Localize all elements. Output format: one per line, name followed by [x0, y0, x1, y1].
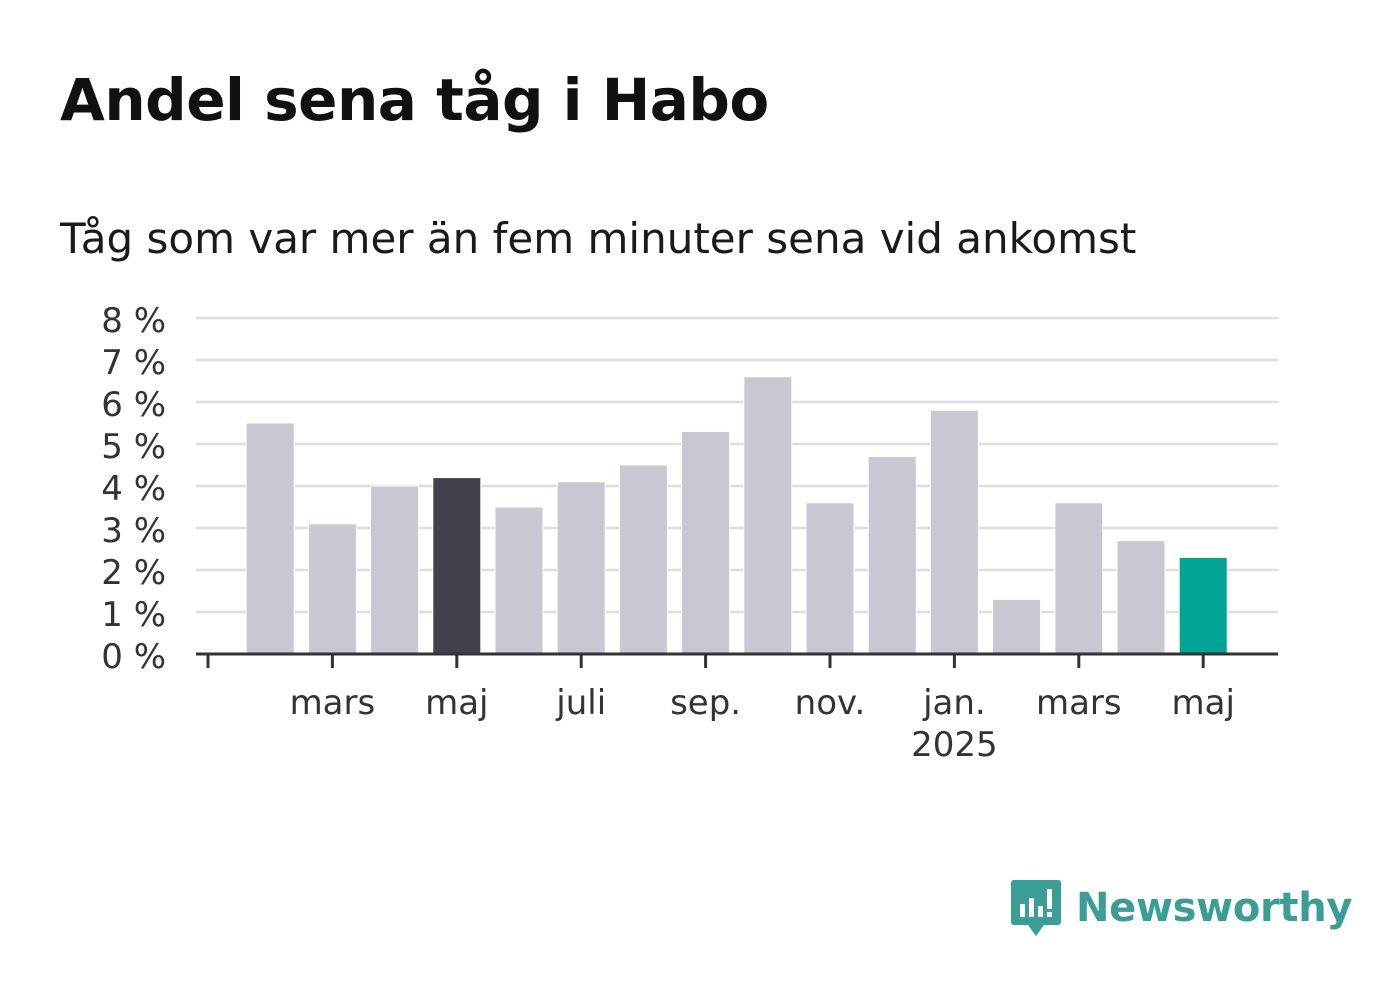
bar [432, 477, 482, 655]
bar [743, 376, 793, 655]
bar [1178, 556, 1228, 655]
y-tick-label: 4 % [101, 469, 166, 509]
x-tick-label: maj [1171, 683, 1234, 723]
x-tick-label: jan. [922, 683, 986, 723]
y-tick-label: 3 % [101, 511, 166, 551]
y-tick-label: 1 % [101, 595, 166, 635]
y-tick-label: 2 % [101, 553, 166, 593]
y-tick-label: 5 % [101, 427, 166, 467]
x-tick-label: nov. [795, 683, 866, 723]
chart-subtitle: Tåg som var mer än fem minuter sena vid … [60, 214, 1137, 263]
y-tick-label: 0 % [101, 637, 166, 677]
y-tick-label: 7 % [101, 343, 166, 383]
bar [681, 430, 731, 655]
x-tick-sublabel: 2025 [911, 725, 998, 765]
bar [494, 506, 544, 655]
bar [245, 422, 295, 655]
bar [618, 464, 668, 655]
bar [867, 456, 917, 655]
brand-logo: Newsworthy [1010, 878, 1353, 938]
bar [1054, 502, 1104, 655]
chart-title: Andel sena tåg i Habo [60, 66, 769, 134]
x-tick-label: maj [425, 683, 488, 723]
bar [1116, 540, 1166, 655]
y-tick-label: 8 % [101, 301, 166, 341]
bar [556, 481, 606, 655]
bar [992, 598, 1042, 655]
newsworthy-logo-icon [1011, 880, 1061, 936]
bar [805, 502, 855, 655]
y-tick-label: 6 % [101, 385, 166, 425]
bar [929, 409, 979, 655]
x-tick-label: mars [290, 683, 376, 723]
x-tick-label: mars [1036, 683, 1122, 723]
bar [370, 485, 420, 655]
x-tick-label: juli [555, 683, 606, 723]
brand-name: Newsworthy [1076, 885, 1353, 931]
bar [307, 523, 357, 655]
x-tick-label: sep. [670, 683, 741, 723]
